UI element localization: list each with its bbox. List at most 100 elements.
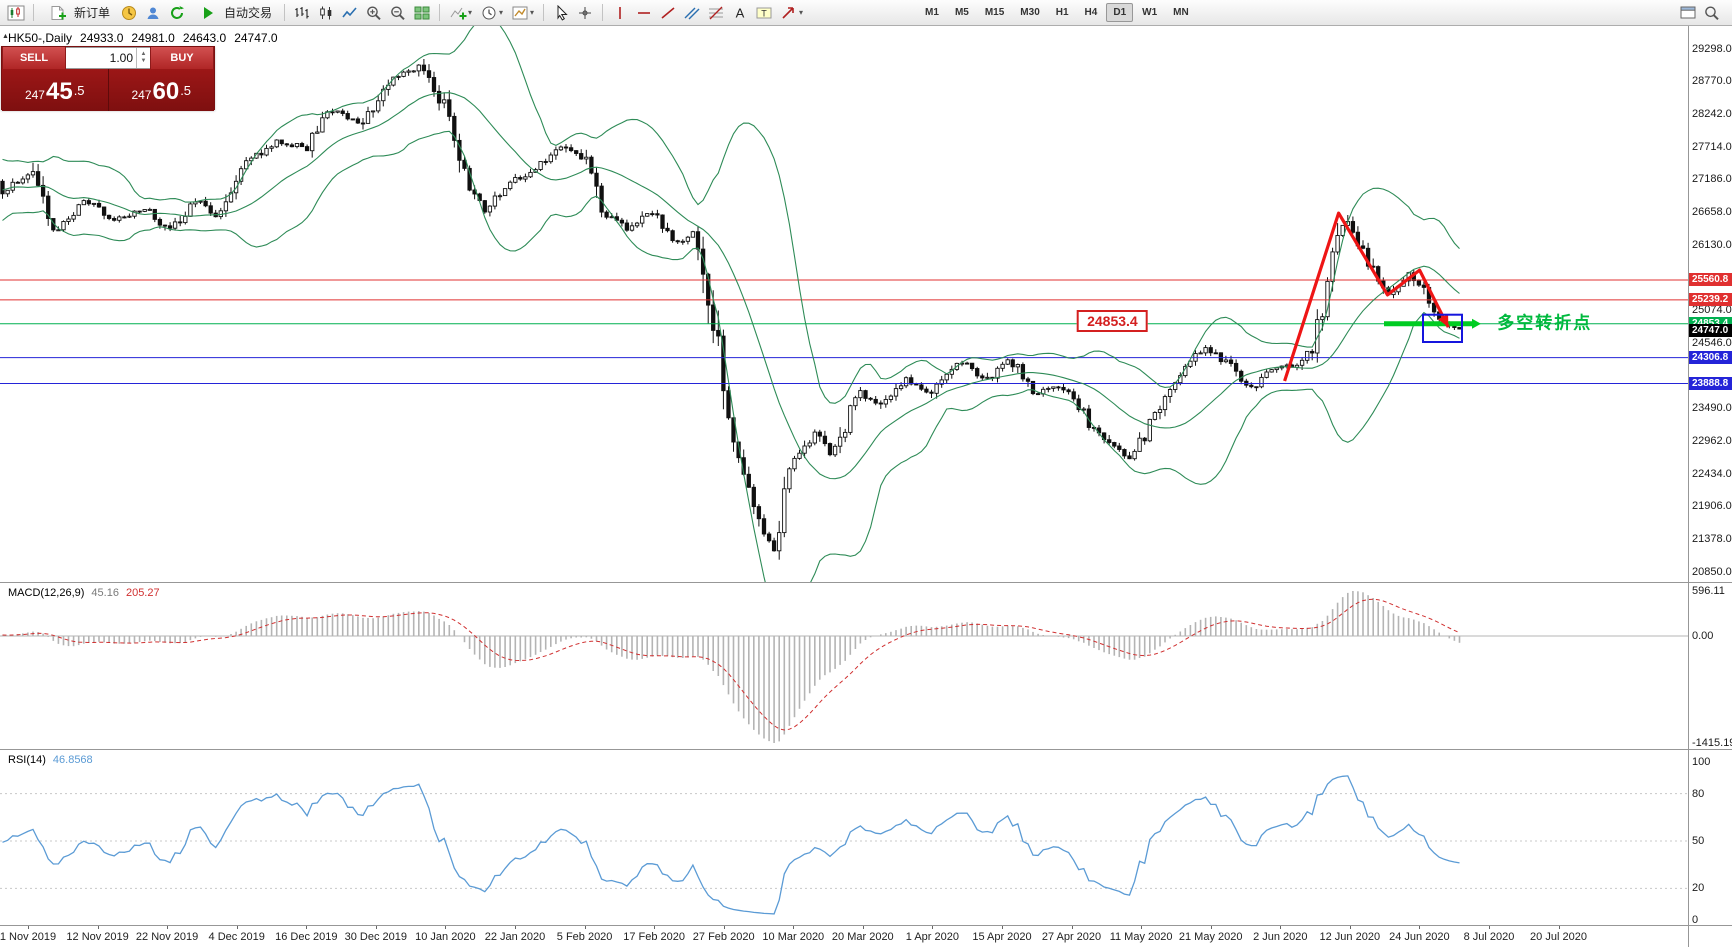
rsi-pane-canvas[interactable] [0, 750, 1688, 925]
turning-point-annotation[interactable]: 多空转折点 [1497, 313, 1593, 333]
vertical-line-icon[interactable] [608, 2, 632, 23]
pane-splitter[interactable] [0, 582, 1732, 583]
toolbar-group-right [1676, 2, 1724, 23]
volume-increase-button[interactable]: ▲ [140, 51, 147, 57]
autotrading-button[interactable]: 自动交易 [189, 2, 279, 23]
date-label: 21 May 2020 [1178, 931, 1243, 943]
dropdown-caret-icon: ▾ [799, 8, 804, 17]
macd-value: 45.16 [91, 587, 119, 599]
price-axis-label: 23490.0 [1692, 402, 1732, 415]
sell-button[interactable]: SELL [2, 47, 66, 69]
rsi-value: 46.8568 [52, 754, 93, 766]
timeframe-button-h4[interactable]: H4 [1078, 3, 1105, 22]
bollinger-bands-layer [2, 26, 1460, 582]
price-axis-label: 20850.0 [1692, 565, 1732, 578]
timeframe-button-w1[interactable]: W1 [1135, 3, 1164, 22]
market-icon[interactable] [141, 2, 165, 23]
support-segment-annotation[interactable] [1384, 318, 1481, 329]
chart-window-icon[interactable] [4, 2, 28, 23]
toolbar-separator [284, 4, 286, 21]
horizontal-line-icon[interactable] [632, 2, 656, 23]
search-icon[interactable] [1700, 2, 1724, 23]
macd-pane-canvas[interactable] [0, 583, 1688, 749]
timeframe-button-m5[interactable]: M5 [948, 3, 976, 22]
time-axis-tick [793, 926, 795, 929]
price-level-badge: 25560.8 [1689, 273, 1732, 287]
volume-input[interactable]: 1.00 ▲ ▼ [66, 47, 150, 69]
refresh-icon[interactable] [165, 2, 189, 23]
price-axis-label: 24546.0 [1692, 336, 1732, 349]
templates-icon[interactable]: ▾ [507, 2, 538, 23]
price-chart-canvas[interactable] [0, 26, 1688, 582]
macd-indicator-label: MACD(12,26,9) 45.16 205.27 [8, 587, 160, 599]
date-label: 22 Jan 2020 [484, 931, 546, 943]
time-axis-tick [236, 926, 238, 929]
text-label-icon[interactable]: T [752, 2, 776, 23]
date-label: 8 Jul 2020 [1463, 931, 1515, 943]
timeframe-button-m1[interactable]: M1 [918, 3, 946, 22]
price-axis-label: 27714.0 [1692, 140, 1732, 153]
text-icon[interactable]: A [728, 2, 752, 23]
timeframe-button-m15[interactable]: M15 [978, 3, 1011, 22]
line-chart-icon[interactable] [338, 2, 362, 23]
arrows-icon[interactable]: ▾ [776, 2, 807, 23]
trade-panel-top-row: SELL 1.00 ▲ ▼ BUY [2, 47, 214, 69]
price-axis-label: 22962.0 [1692, 434, 1732, 447]
candlestick-chart-icon[interactable] [314, 2, 338, 23]
time-axis-tick [445, 926, 447, 929]
rsi-axis-label: 100 [1692, 756, 1711, 768]
price-axis-label: 25074.0 [1692, 304, 1732, 317]
fibonacci-icon[interactable] [704, 2, 728, 23]
trendline-icon[interactable] [656, 2, 680, 23]
time-axis-tick [1280, 926, 1282, 929]
timeframe-button-m30[interactable]: M30 [1013, 3, 1046, 22]
volume-decrease-button[interactable]: ▼ [140, 58, 147, 64]
buy-price[interactable]: 247 60.5 [109, 69, 215, 111]
sell-price[interactable]: 247 45.5 [2, 69, 108, 111]
crosshair-icon[interactable] [573, 2, 597, 23]
pane-splitter[interactable] [0, 749, 1732, 750]
date-label: 24 Jun 2020 [1389, 931, 1450, 943]
price-annotation-box[interactable]: 24853.4 [1077, 310, 1148, 333]
timeframe-button-d1[interactable]: D1 [1106, 3, 1134, 22]
buy-price-prefix: 247 [131, 88, 152, 102]
date-label: 1 Nov 2019 [0, 931, 57, 943]
periods-icon[interactable]: ▾ [476, 2, 507, 23]
buy-button[interactable]: BUY [150, 47, 214, 69]
price-axis-label: 26658.0 [1692, 206, 1732, 218]
zoom-in-icon[interactable] [362, 2, 386, 23]
time-axis-tick [723, 926, 725, 929]
rsi-line [2, 775, 1460, 915]
time-axis-tick [1071, 926, 1073, 929]
trend-arrow-annotation[interactable] [1283, 211, 1450, 382]
date-label: 5 Feb 2020 [556, 931, 613, 943]
new-order-button[interactable]: 新订单 [39, 2, 117, 23]
time-axis-tick [306, 926, 308, 929]
time-axis-tick [1210, 926, 1212, 929]
highlight-rect-annotation[interactable] [1422, 313, 1463, 344]
date-label: 30 Dec 2019 [344, 931, 407, 943]
trade-panel-divider [107, 69, 109, 111]
price-axis-label: 21378.0 [1692, 533, 1732, 545]
windows-icon[interactable] [1676, 2, 1700, 23]
timeframe-button-mn[interactable]: MN [1166, 3, 1196, 22]
time-axis-tick [28, 926, 29, 929]
macd-name: MACD(12,26,9) [8, 587, 85, 599]
indicators-icon[interactable]: ▾ [445, 2, 476, 23]
expert-advisors-icon[interactable] [117, 2, 141, 23]
chart-symbol-period: HK50-,Daily [8, 31, 73, 45]
tile-windows-icon[interactable] [410, 2, 434, 23]
one-click-collapse-arrow[interactable]: ▲ [2, 33, 9, 40]
time-axis-tick [584, 926, 586, 929]
zoom-out-icon[interactable] [386, 2, 410, 23]
macd-axis-label: -1415.19 [1692, 737, 1732, 749]
main-toolbar: 新订单 自动交易 ▾ ▾ ▾ A T ▾ M1 M5 M15 M30 H1 H4 D1 W1 MN [0, 0, 1732, 26]
timeframe-button-h1[interactable]: H1 [1049, 3, 1076, 22]
channel-icon[interactable] [680, 2, 704, 23]
date-label: 11 May 2020 [1109, 931, 1173, 943]
bar-chart-icon[interactable] [290, 2, 314, 23]
sell-price-prefix: 247 [24, 88, 45, 102]
cursor-icon[interactable] [549, 2, 573, 23]
sell-price-frac: .5 [73, 83, 85, 98]
